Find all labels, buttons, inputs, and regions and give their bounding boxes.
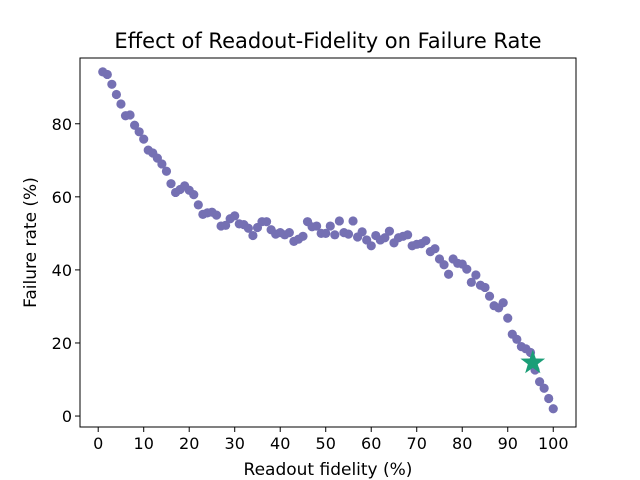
data-point: [539, 383, 549, 393]
data-point: [248, 230, 258, 241]
y-tick-label: 20: [52, 334, 72, 353]
data-point: [343, 229, 354, 239]
data-point: [330, 230, 340, 240]
data-point: [189, 190, 199, 200]
data-point: [298, 231, 308, 241]
x-tick-label: 100: [538, 434, 569, 453]
data-point: [139, 134, 149, 144]
data-point: [111, 89, 122, 100]
x-tick-label: 20: [179, 434, 199, 453]
highlight-star-point: [520, 349, 546, 374]
data-point: [161, 166, 172, 176]
data-point: [534, 377, 545, 387]
x-tick-label: 60: [361, 434, 381, 453]
data-point: [102, 69, 112, 80]
data-point: [284, 228, 294, 238]
y-tick-label: 80: [52, 115, 72, 134]
data-point: [134, 127, 144, 137]
data-point: [193, 200, 203, 210]
data-point: [157, 159, 167, 169]
data-point: [211, 210, 222, 220]
data-point: [443, 269, 454, 279]
data-point: [312, 221, 322, 231]
data-point: [484, 291, 495, 301]
data-point: [439, 260, 449, 270]
data-point: [243, 223, 253, 233]
data-point: [130, 120, 140, 130]
data-point: [166, 179, 176, 189]
y-tick-label: 40: [52, 261, 72, 280]
data-point: [403, 230, 413, 240]
data-point: [503, 313, 513, 323]
y-tick-label: 60: [52, 188, 72, 207]
x-axis: 0 10 20 30 40 50 60 70 80 90 100: [93, 427, 569, 453]
data-point: [334, 216, 344, 226]
data-point: [325, 221, 335, 231]
x-axis-label: Readout fidelity (%): [244, 460, 413, 480]
x-tick-label: 40: [270, 434, 290, 453]
x-tick-label: 30: [225, 434, 245, 453]
x-tick-label: 80: [452, 434, 472, 453]
data-point: [380, 233, 390, 243]
y-tick-label: 0: [62, 407, 72, 426]
data-point: [116, 99, 126, 109]
data-point: [466, 277, 476, 287]
data-point: [107, 79, 117, 89]
data-point: [480, 282, 490, 293]
x-tick-label: 70: [407, 434, 427, 453]
data-point: [125, 110, 135, 120]
data-point: [512, 334, 522, 344]
plot-area-frame: [79, 57, 577, 428]
data-point: [548, 404, 558, 414]
data-point: [357, 227, 367, 237]
data-point: [261, 217, 272, 227]
data-point: [321, 228, 331, 238]
data-point: [384, 226, 395, 236]
data-point: [366, 241, 376, 251]
data-point: [348, 216, 358, 226]
x-tick-label: 0: [93, 434, 103, 453]
chart-title: Effect of Readout-Fidelity on Failure Ra…: [114, 29, 541, 53]
data-point: [430, 244, 440, 254]
y-axis: 0 20 40 60 80: [52, 115, 80, 426]
data-point: [544, 393, 554, 404]
x-tick-label: 10: [134, 434, 154, 453]
data-point: [471, 270, 481, 280]
data-point: [421, 236, 431, 246]
plot-points: [98, 67, 558, 414]
data-point: [221, 220, 231, 230]
x-tick-label: 50: [316, 434, 336, 453]
data-point: [498, 298, 508, 308]
x-tick-label: 90: [498, 434, 518, 453]
data-point: [462, 264, 472, 274]
y-axis-label: Failure rate (%): [21, 177, 41, 308]
data-point: [230, 211, 240, 221]
